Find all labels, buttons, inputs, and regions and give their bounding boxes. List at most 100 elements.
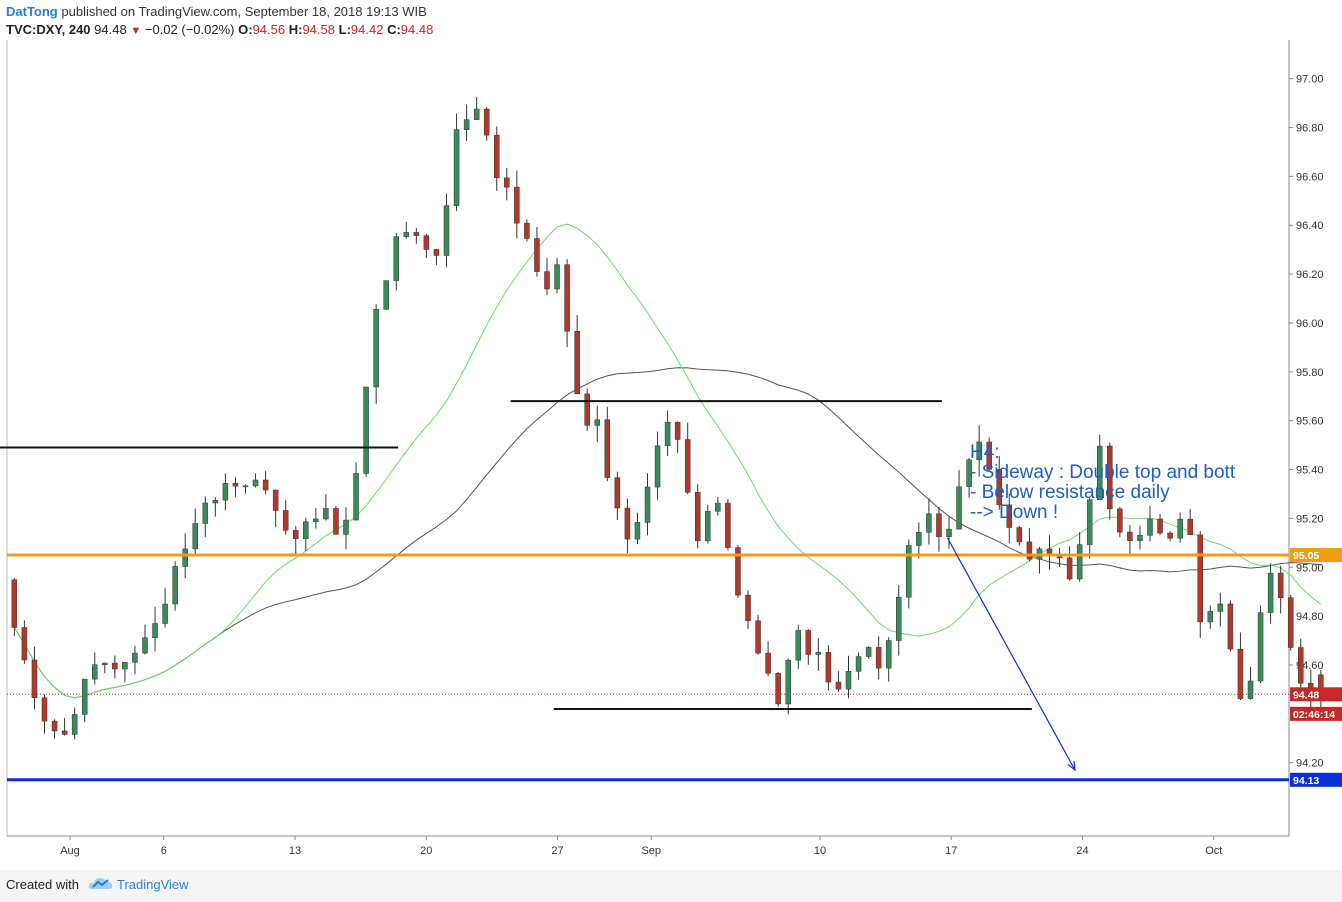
candle-body	[1207, 611, 1214, 623]
candle	[61, 718, 68, 736]
candle	[483, 106, 490, 141]
candle-body	[544, 271, 550, 290]
candle	[986, 437, 992, 471]
candle-body	[936, 513, 942, 537]
candle	[765, 641, 771, 677]
candle-body	[1147, 518, 1153, 536]
candle-body	[1016, 527, 1023, 543]
candle	[795, 624, 801, 669]
candle-body	[745, 594, 751, 621]
candle-body	[946, 528, 952, 537]
candle	[373, 304, 379, 405]
candle-body	[514, 186, 520, 224]
y-tick-label: 94.20	[1296, 758, 1324, 770]
candle-body	[885, 640, 892, 669]
candle-body	[735, 547, 741, 596]
y-tick-label: 96.40	[1296, 220, 1324, 232]
candle	[896, 585, 902, 656]
arrowhead-icon	[1067, 761, 1076, 772]
high-label: H:	[288, 22, 303, 37]
annotation-line: --> Down !	[970, 502, 1058, 523]
candle-body	[765, 652, 771, 674]
candle	[11, 577, 18, 636]
y-tick-label: 96.00	[1296, 318, 1324, 330]
candle-body	[1167, 532, 1173, 539]
candle	[262, 471, 269, 495]
candle-body	[1187, 518, 1193, 536]
annotation-line: - Sideway : Double top and bott	[970, 462, 1236, 483]
candle-body	[926, 513, 932, 533]
author-link[interactable]: DatTong	[6, 4, 58, 19]
candle	[212, 497, 219, 517]
candle	[564, 259, 570, 348]
candle-body	[1107, 445, 1113, 510]
candle-body	[192, 523, 198, 550]
close-value: 94.48	[400, 22, 434, 37]
y-tick-label: 94.80	[1296, 611, 1324, 623]
candle	[423, 233, 430, 258]
candle-body	[845, 671, 852, 690]
candle	[956, 470, 962, 530]
candle	[725, 498, 731, 551]
candle	[1117, 506, 1123, 538]
candlestick-chart[interactable]: 97.00 96.80 96.60 96.40 96.20 96.00 95.80 95.60…	[0, 40, 1342, 870]
candle-body	[112, 662, 118, 670]
candle-body	[1097, 445, 1103, 501]
tradingview-cloud-icon[interactable]	[88, 876, 114, 892]
candle	[453, 113, 460, 211]
candle	[433, 248, 440, 266]
candle	[1076, 532, 1083, 582]
candle-body	[996, 469, 1002, 506]
candle	[202, 496, 209, 537]
candle	[946, 516, 952, 549]
candle	[805, 629, 812, 665]
candle-body	[504, 177, 510, 188]
candle	[1107, 442, 1113, 520]
close-label: C:	[387, 22, 401, 37]
price-label-text: 94.48	[1293, 689, 1319, 701]
candle-body	[1117, 508, 1123, 533]
candle-body	[1247, 680, 1254, 699]
candle	[614, 471, 621, 521]
candle	[242, 484, 249, 494]
candle-body	[644, 486, 651, 523]
candle-body	[775, 673, 781, 705]
candle	[845, 655, 852, 699]
candle-body	[1287, 597, 1294, 648]
candle-body	[303, 521, 309, 539]
candle	[473, 96, 480, 120]
candle	[443, 193, 450, 268]
candle	[293, 526, 299, 555]
x-tick-label: Aug	[60, 845, 80, 857]
candle	[1066, 546, 1073, 581]
down-trend-arrow-line	[946, 537, 1076, 771]
candle	[1257, 605, 1264, 683]
candle	[1086, 497, 1093, 559]
candle	[1187, 509, 1193, 536]
candle-body	[132, 652, 138, 663]
candle	[172, 561, 178, 611]
x-tick-label: 13	[289, 845, 301, 857]
candle-body	[725, 502, 731, 548]
candle-body	[142, 637, 148, 654]
x-tick-label: Oct	[1205, 845, 1222, 857]
candle	[644, 473, 651, 536]
candle	[413, 228, 420, 244]
candle	[916, 522, 922, 559]
candle	[1097, 434, 1103, 501]
candle-body	[624, 507, 631, 540]
candle	[695, 484, 701, 549]
candle-body	[494, 134, 500, 179]
chart-area[interactable]: 97.00 96.80 96.60 96.40 96.20 96.00 95.80 95.60…	[0, 40, 1342, 870]
candle	[142, 624, 148, 655]
candle-body	[41, 697, 48, 722]
candle-body	[705, 511, 711, 542]
candle	[775, 672, 781, 707]
change-value: −0.02 (−0.02%)	[144, 22, 235, 37]
candle	[92, 652, 98, 685]
candle	[634, 512, 641, 545]
candle-body	[604, 419, 611, 478]
candle-body	[353, 473, 359, 521]
candle	[604, 406, 611, 482]
tradingview-brand-link[interactable]: TradingView	[117, 877, 189, 892]
